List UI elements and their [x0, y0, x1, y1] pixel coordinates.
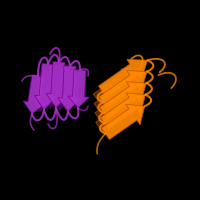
Polygon shape: [46, 62, 68, 108]
Polygon shape: [43, 65, 60, 108]
Polygon shape: [99, 70, 147, 108]
Polygon shape: [96, 100, 137, 132]
Polygon shape: [101, 93, 145, 129]
Polygon shape: [34, 63, 56, 110]
Polygon shape: [98, 59, 148, 98]
Polygon shape: [58, 66, 79, 112]
Polygon shape: [68, 70, 89, 108]
Polygon shape: [33, 70, 51, 111]
Polygon shape: [94, 79, 138, 113]
Polygon shape: [101, 104, 145, 139]
Polygon shape: [93, 69, 139, 104]
Polygon shape: [95, 90, 138, 123]
Polygon shape: [23, 75, 44, 114]
Polygon shape: [53, 67, 70, 110]
Polygon shape: [100, 82, 146, 119]
Polygon shape: [63, 71, 80, 108]
